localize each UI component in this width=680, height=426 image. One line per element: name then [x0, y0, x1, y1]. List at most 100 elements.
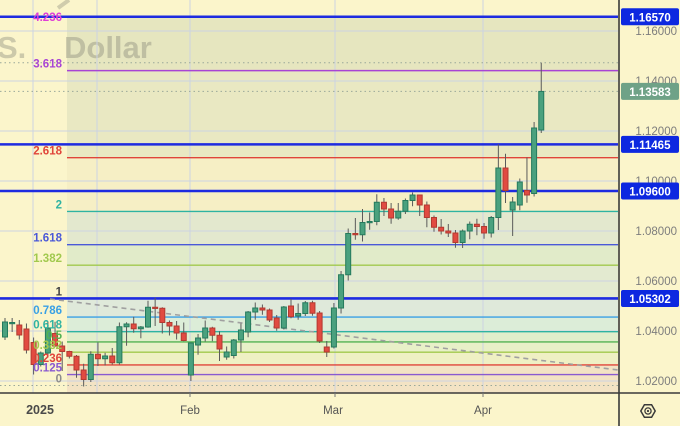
candle-up [245, 311, 252, 333]
candle-up [295, 313, 302, 317]
candle-down [380, 201, 387, 210]
fib-label-0.618: 0.618 [33, 320, 62, 332]
candle-down [481, 226, 488, 234]
candle-up [102, 355, 109, 360]
last-price-badge-label: 1.13583 [629, 87, 671, 99]
price-tick-label: 1.16000 [635, 26, 677, 38]
descending-trendline[interactable] [49, 298, 619, 371]
candle-down [80, 369, 87, 380]
candle-up [516, 181, 523, 206]
fib-label-1.618: 1.618 [33, 233, 62, 245]
fib-band [67, 364, 618, 393]
fib-label-1: 1 [56, 286, 63, 298]
fib-label-2: 2 [56, 199, 62, 211]
candle-up [538, 90, 545, 131]
fib-label-2.618: 2.618 [33, 146, 62, 158]
axis-settings-icon[interactable] [639, 404, 657, 418]
fib-band [67, 331, 618, 342]
candle-down [130, 323, 137, 330]
candle-down [431, 217, 437, 228]
candle-up [409, 194, 416, 201]
candle-up [195, 337, 202, 346]
candle-down [523, 190, 530, 196]
symbol-watermark-left: S. [0, 30, 26, 65]
symbol-watermark-right: Dollar [64, 30, 152, 65]
candle-down [259, 307, 266, 311]
time-label-Feb: Feb [180, 405, 200, 417]
candle-up [302, 302, 309, 314]
candle-down [209, 327, 216, 336]
candle-up [373, 201, 380, 222]
candle-down [16, 324, 23, 336]
candle-up [338, 274, 345, 309]
candle-down [159, 307, 166, 323]
candle-up [137, 326, 144, 330]
candle-up [366, 221, 373, 224]
candle-up [2, 321, 8, 338]
candle-up [237, 329, 244, 341]
price-tick-label: 1.12000 [635, 126, 677, 138]
candle-down [388, 208, 395, 219]
candle-down [352, 233, 359, 236]
candle-down [445, 230, 452, 234]
candle-up [466, 223, 473, 232]
candle-up [9, 322, 16, 325]
candle-up [330, 307, 337, 348]
candle-down [109, 355, 116, 364]
candle-down [59, 345, 66, 352]
price-tick-label: 1.08000 [635, 226, 677, 238]
fib-label-0.236: 0.236 [33, 353, 62, 365]
fib-label-4.236: 4.236 [33, 12, 62, 24]
candle-up [280, 306, 287, 329]
fib-label-3.618: 3.618 [33, 59, 62, 71]
candle-down [73, 355, 80, 371]
candle-up [44, 327, 51, 354]
fib-band [67, 16, 618, 71]
hexagon-outline [639, 404, 657, 418]
fib-label-1.382: 1.382 [33, 253, 62, 265]
candle-down [173, 325, 180, 334]
candle-down [288, 305, 294, 318]
price-badge-1.16570-label: 1.16570 [629, 12, 671, 24]
fib-label-0: 0 [56, 373, 62, 385]
fib-label-0.786: 0.786 [33, 305, 62, 317]
fib-label-0.5: 0.5 [46, 330, 63, 342]
candle-up [252, 307, 259, 313]
price-badge-1.09600 [621, 182, 679, 200]
candle-up [488, 217, 495, 234]
watermark-fragment [56, 0, 71, 10]
candle-up [402, 200, 409, 212]
candle-up [187, 342, 194, 376]
candle-down [473, 223, 480, 227]
candle-up [145, 306, 151, 328]
candle-up [509, 201, 516, 211]
candle-up [116, 326, 123, 364]
candle-up [37, 352, 44, 365]
icon-dot [646, 409, 650, 413]
time-axis[interactable] [0, 395, 618, 426]
candle-down [309, 302, 316, 314]
price-badge-1.11465-label: 1.11465 [630, 140, 672, 152]
candle-up [395, 210, 402, 219]
fib-band [67, 211, 618, 245]
candle-down [273, 317, 280, 329]
candle-down [94, 353, 101, 360]
candle-down [416, 194, 423, 206]
candle-up [359, 222, 366, 236]
candle-up [202, 327, 209, 339]
candle-down [316, 312, 323, 342]
candle-up [345, 233, 352, 276]
candle-up [459, 230, 466, 243]
fib-band [67, 341, 618, 353]
price-badge-1.05302-label: 1.05302 [629, 294, 671, 306]
fib-band [67, 352, 618, 365]
candle-down [180, 332, 187, 341]
candle-up [531, 127, 538, 194]
candle-down [30, 342, 37, 365]
candle-up [123, 323, 130, 328]
price-tick-label: 1.02000 [635, 376, 677, 388]
candle-up [230, 339, 237, 356]
candle-down [438, 226, 445, 232]
time-label-2025: 2025 [26, 403, 54, 417]
